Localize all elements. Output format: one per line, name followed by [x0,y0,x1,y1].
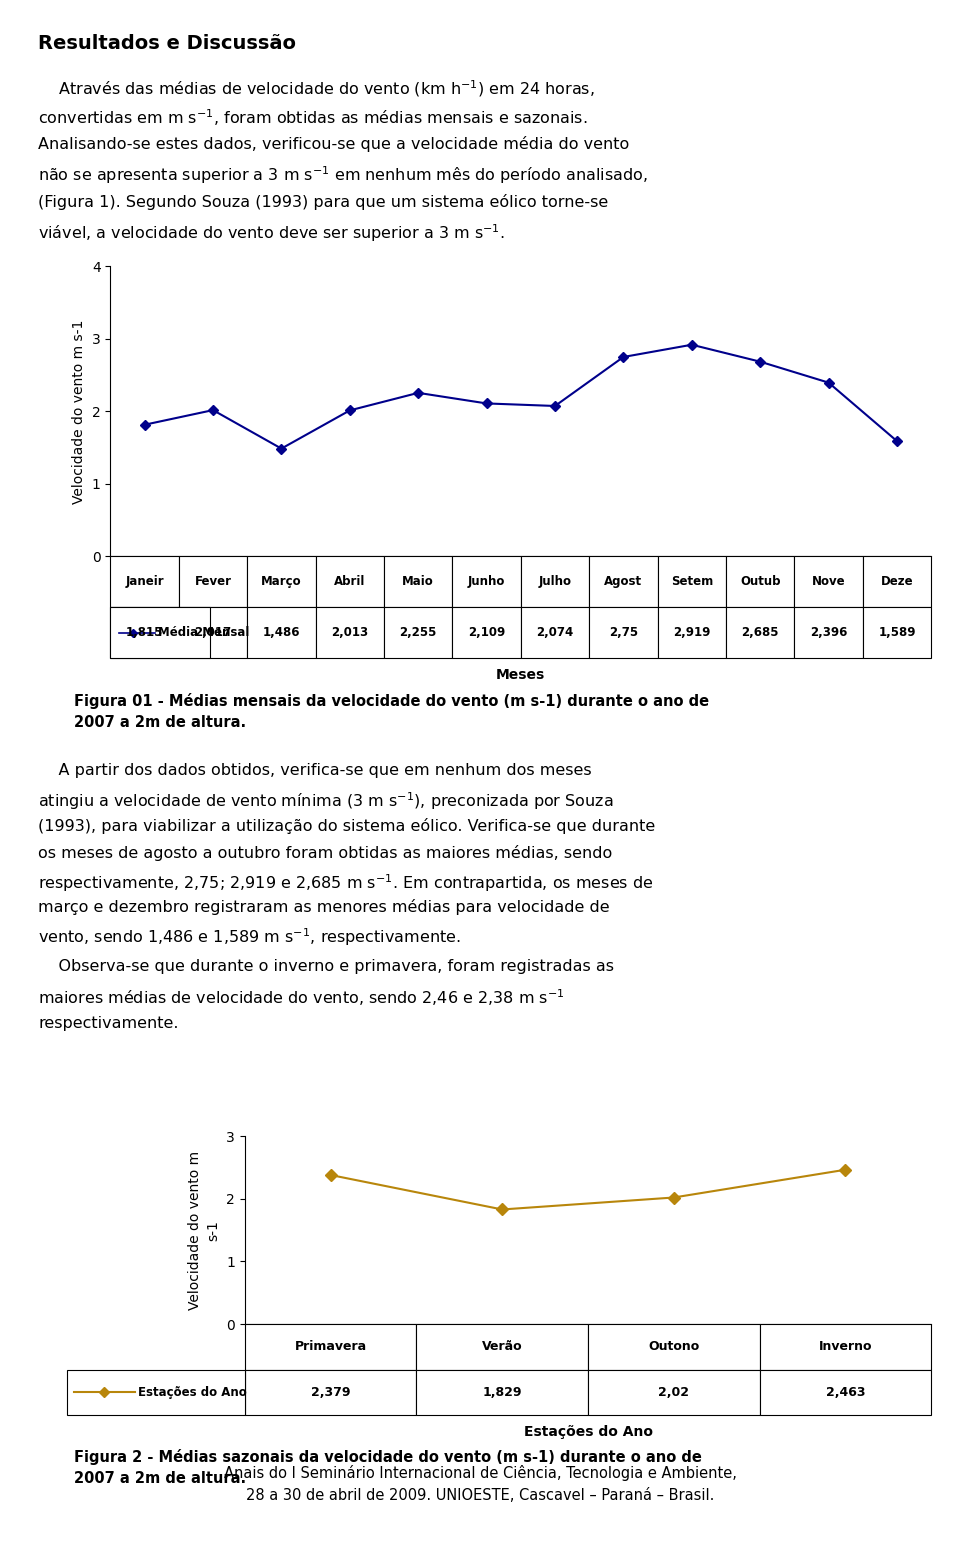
Bar [726,606,794,658]
Text: viável, a velocidade do vento deve ser superior a 3 m s$^{-1}$.: viável, a velocidade do vento deve ser s… [38,223,505,244]
Text: 1,815: 1,815 [126,627,163,639]
Text: Estações do Ano: Estações do Ano [138,1385,247,1399]
Text: vento, sendo 1,486 e 1,589 m s$^{-1}$, respectivamente.: vento, sendo 1,486 e 1,589 m s$^{-1}$, r… [38,926,461,948]
Bar [316,556,384,606]
Text: 2,75: 2,75 [609,627,638,639]
Text: Resultados e Discussão: Resultados e Discussão [38,33,297,53]
Bar [759,1324,931,1370]
Text: 2,685: 2,685 [741,627,779,639]
Text: 2,109: 2,109 [468,627,505,639]
Text: Anais do I Seminário Internacional de Ciência, Tecnologia e Ambiente,
28 a 30 de: Anais do I Seminário Internacional de Ci… [224,1465,736,1503]
Text: Através das médias de velocidade do vento (km h$^{-1}$) em 24 horas,: Através das médias de velocidade do vent… [38,78,595,99]
Bar [248,606,316,658]
Text: Março: Março [261,575,301,588]
Text: Nove: Nove [812,575,846,588]
Bar [588,1324,759,1370]
Text: Média Mensal: Média Mensal [158,627,250,639]
Bar [794,606,863,658]
Text: 2,379: 2,379 [311,1385,350,1399]
Text: Outono: Outono [648,1340,700,1354]
Bar [520,556,589,606]
Text: 2,255: 2,255 [399,627,437,639]
Text: os meses de agosto a outubro foram obtidas as maiores médias, sendo: os meses de agosto a outubro foram obtid… [38,845,612,860]
Text: Analisando-se estes dados, verificou-se que a velocidade média do vento: Analisando-se estes dados, verificou-se … [38,136,630,152]
Bar [452,606,520,658]
Text: não se apresenta superior a 3 m s$^{-1}$ em nenhum mês do período analisado,: não se apresenta superior a 3 m s$^{-1}$… [38,165,648,186]
Text: Inverno: Inverno [819,1340,872,1354]
Bar [248,556,316,606]
Text: 2,017: 2,017 [195,627,231,639]
Bar [726,556,794,606]
Text: Fever: Fever [195,575,231,588]
Bar [245,1370,417,1415]
Text: (Figura 1). Segundo Souza (1993) para que um sistema eólico torne-se: (Figura 1). Segundo Souza (1993) para qu… [38,193,609,210]
Text: Maio: Maio [402,575,434,588]
Text: Julho: Julho [539,575,571,588]
Text: Observa-se que durante o inverno e primavera, foram registradas as: Observa-se que durante o inverno e prima… [38,959,614,975]
Text: 1,486: 1,486 [263,627,300,639]
Bar [417,1370,588,1415]
Bar [588,1370,759,1415]
Bar [452,556,520,606]
Text: Verão: Verão [482,1340,522,1354]
Text: respectivamente.: respectivamente. [38,1015,179,1031]
Bar [316,606,384,658]
Text: 2,013: 2,013 [331,627,369,639]
Bar [110,606,209,658]
Text: 2,074: 2,074 [537,627,574,639]
Bar [384,606,452,658]
Bar [658,556,726,606]
Bar [759,1370,931,1415]
Text: 2,463: 2,463 [826,1385,865,1399]
Text: 2,919: 2,919 [673,627,710,639]
Text: Abril: Abril [334,575,366,588]
Text: 2,396: 2,396 [810,627,848,639]
Text: Setem: Setem [671,575,713,588]
Text: março e dezembro registraram as menores médias para velocidade de: março e dezembro registraram as menores … [38,899,610,915]
Text: atingiu a velocidade de vento mínima (3 m s$^{-1}$), preconizada por Souza: atingiu a velocidade de vento mínima (3 … [38,790,613,812]
Bar [417,1324,588,1370]
Bar [110,556,179,606]
Bar [589,606,658,658]
Text: Janeir: Janeir [126,575,164,588]
Text: A partir dos dados obtidos, verifica-se que em nenhum dos meses: A partir dos dados obtidos, verifica-se … [38,763,592,779]
Text: Agost: Agost [605,575,642,588]
Text: convertidas em m s$^{-1}$, foram obtidas as médias mensais e sazonais.: convertidas em m s$^{-1}$, foram obtidas… [38,107,588,128]
Text: Estações do Ano: Estações do Ano [523,1426,653,1439]
Text: Primavera: Primavera [295,1340,367,1354]
Y-axis label: Velocidade do vento m
s-1: Velocidade do vento m s-1 [188,1150,221,1310]
Bar [179,556,248,606]
Bar [863,606,931,658]
Text: Meses: Meses [496,669,545,682]
Text: (1993), para viabilizar a utilização do sistema eólico. Verifica-se que durante: (1993), para viabilizar a utilização do … [38,818,656,834]
Text: respectivamente, 2,75; 2,919 e 2,685 m s$^{-1}$. Em contrapartida, os meses de: respectivamente, 2,75; 2,919 e 2,685 m s… [38,871,654,893]
Bar [245,1324,417,1370]
Bar [520,606,589,658]
Text: 1,829: 1,829 [483,1385,522,1399]
Bar [794,556,863,606]
Bar [179,606,248,658]
Text: 1,589: 1,589 [878,627,916,639]
Text: Outub: Outub [740,575,780,588]
Y-axis label: Velocidade do vento m s-1: Velocidade do vento m s-1 [72,320,86,503]
Bar [110,606,179,658]
Bar [863,556,931,606]
Text: Deze: Deze [880,575,913,588]
Text: maiores médias de velocidade do vento, sendo 2,46 e 2,38 m s$^{-1}$: maiores médias de velocidade do vento, s… [38,987,565,1008]
Bar [384,556,452,606]
Text: Junho: Junho [468,575,505,588]
Text: Figura 01 - Médias mensais da velocidade do vento (m s-1) durante o ano de
2007 : Figura 01 - Médias mensais da velocidade… [74,693,708,730]
Bar [589,556,658,606]
Text: Figura 2 - Médias sazonais da velocidade do vento (m s-1) durante o ano de
2007 : Figura 2 - Médias sazonais da velocidade… [74,1449,702,1487]
Text: 2,02: 2,02 [659,1385,689,1399]
Bar [658,606,726,658]
